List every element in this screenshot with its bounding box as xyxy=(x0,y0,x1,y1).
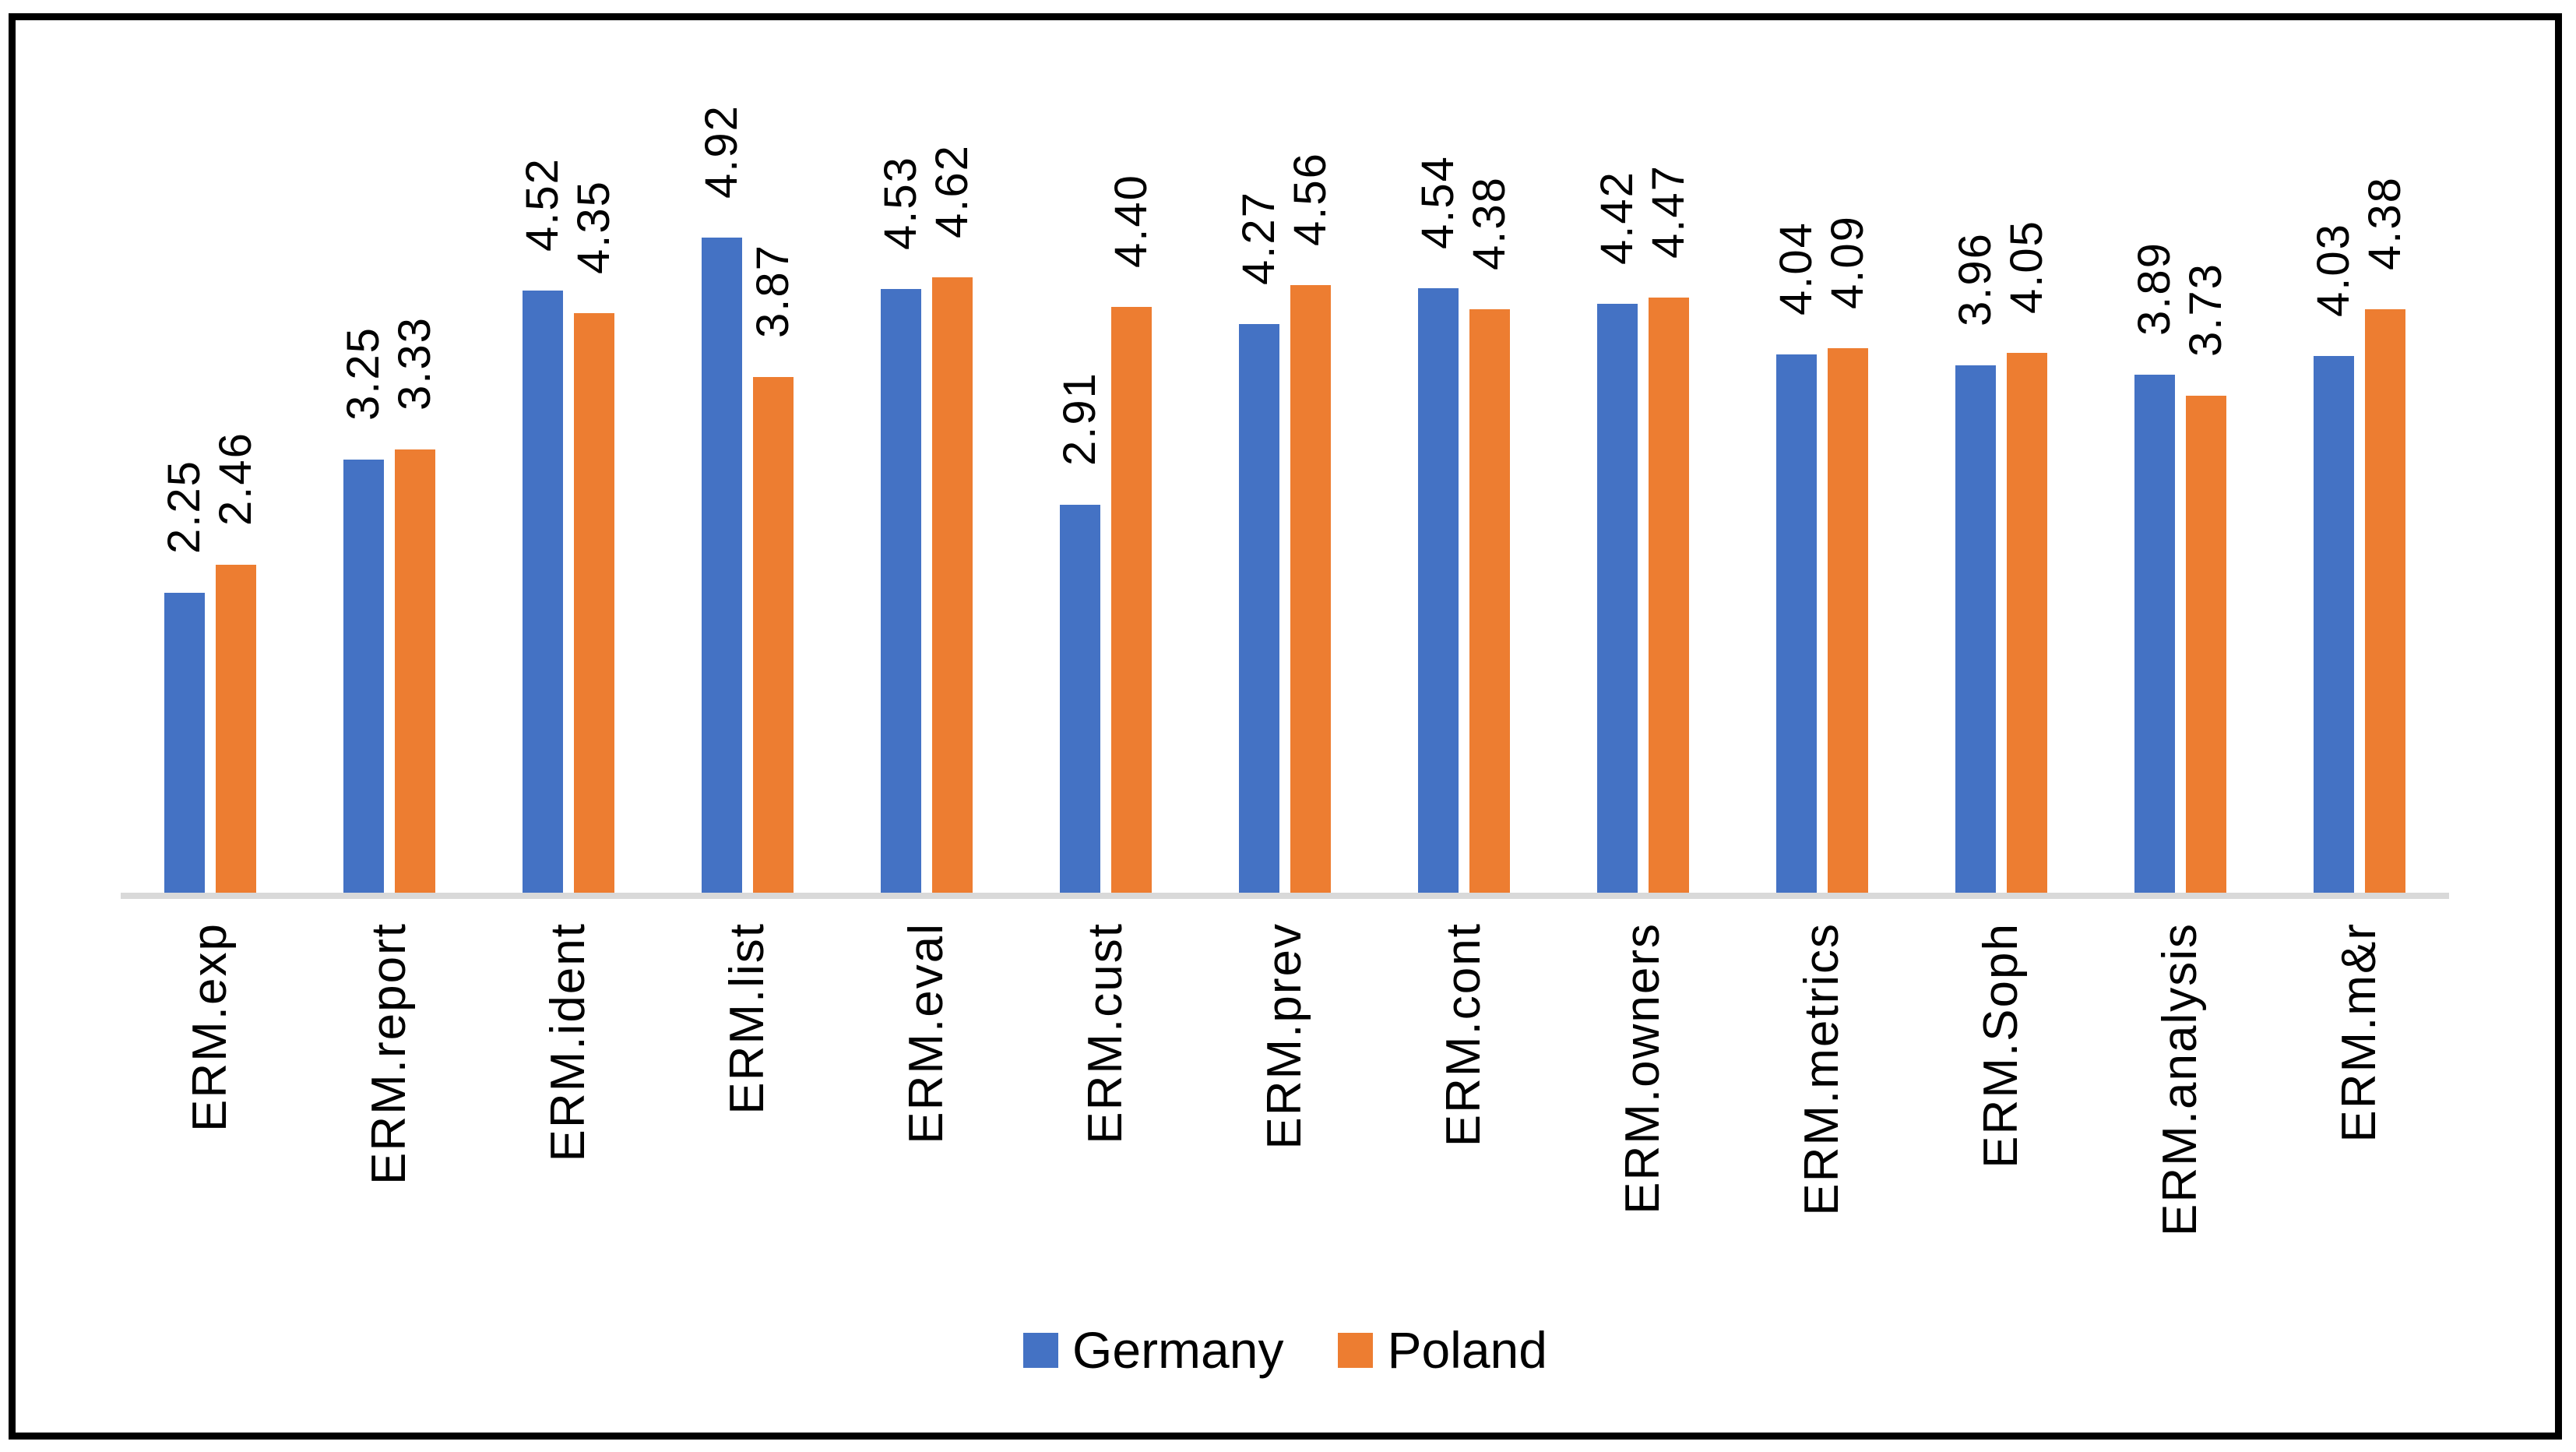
x-axis-category-label-ERM.m&r: ERM.m&r xyxy=(2332,922,2386,1143)
bar-value-label-germany-ERM.cust: 2.91 xyxy=(1054,372,1105,466)
bar-germany-ERM.m&r xyxy=(2314,356,2354,893)
bar-poland-ERM.list xyxy=(753,377,794,893)
bar-value-label-poland-ERM.list: 3.87 xyxy=(748,244,798,338)
legend-label-poland: Poland xyxy=(1387,1321,1547,1379)
bar-germany-ERM.list xyxy=(702,238,742,893)
bar-germany-ERM.cust xyxy=(1060,505,1100,893)
x-axis-category-label-ERM.owners: ERM.owners xyxy=(1616,922,1670,1214)
legend-item-germany: Germany xyxy=(1023,1320,1283,1380)
bar-value-label-poland-ERM.report: 3.33 xyxy=(389,316,440,411)
bar-value-label-poland-ERM.ident: 4.35 xyxy=(568,180,619,274)
bar-value-label-poland-ERM.m&r: 4.38 xyxy=(2360,176,2410,270)
bar-germany-ERM.eval xyxy=(881,289,921,893)
bar-value-label-poland-ERM.Soph: 4.05 xyxy=(2001,220,2052,314)
bar-value-label-germany-ERM.analysis: 3.89 xyxy=(2129,241,2180,336)
bar-value-label-germany-ERM.list: 4.92 xyxy=(696,104,747,199)
x-axis-category-label-ERM.exp: ERM.exp xyxy=(183,922,237,1132)
bar-value-label-germany-ERM.m&r: 4.03 xyxy=(2308,223,2359,317)
x-axis-category-label-ERM.analysis: ERM.analysis xyxy=(2153,922,2207,1236)
bar-value-label-germany-ERM.eval: 4.53 xyxy=(875,156,926,250)
bar-poland-ERM.cont xyxy=(1469,309,1510,893)
x-axis-category-label-ERM.ident: ERM.ident xyxy=(541,922,595,1162)
legend-swatch-poland xyxy=(1338,1332,1374,1368)
x-axis-category-label-ERM.eval: ERM.eval xyxy=(899,922,953,1144)
bar-poland-ERM.prev xyxy=(1290,285,1331,893)
bar-value-label-germany-ERM.report: 3.25 xyxy=(338,326,389,421)
bar-value-label-germany-ERM.prev: 4.27 xyxy=(1233,191,1284,285)
bar-value-label-poland-ERM.metrics: 4.09 xyxy=(1822,215,1873,309)
chart-frame: Germany Poland 2.25 3.25 4.52 4.92 4.53 2.91 4… xyxy=(9,13,2562,1440)
bar-germany-ERM.owners xyxy=(1597,304,1638,893)
bar-poland-ERM.owners xyxy=(1649,298,1689,893)
bar-germany-ERM.exp xyxy=(164,593,205,893)
bar-germany-ERM.Soph xyxy=(1955,365,1996,893)
legend-item-poland: Poland xyxy=(1338,1320,1547,1380)
bar-germany-ERM.metrics xyxy=(1776,354,1817,893)
bar-value-label-germany-ERM.metrics: 4.04 xyxy=(1771,221,1821,315)
bar-value-label-poland-ERM.prev: 4.56 xyxy=(1285,152,1336,246)
bar-poland-ERM.metrics xyxy=(1828,348,1868,893)
x-axis-category-label-ERM.prev: ERM.prev xyxy=(1258,922,1311,1150)
bar-germany-ERM.cont xyxy=(1418,288,1459,893)
bar-poland-ERM.m&r xyxy=(2365,309,2405,893)
bar-poland-ERM.ident xyxy=(574,313,614,893)
bar-poland-ERM.exp xyxy=(216,565,256,893)
bar-germany-ERM.prev xyxy=(1239,324,1279,893)
x-axis-category-label-ERM.metrics: ERM.metrics xyxy=(1795,922,1849,1216)
x-axis-category-label-ERM.Soph: ERM.Soph xyxy=(1974,922,2028,1168)
x-axis-category-label-ERM.cust: ERM.cust xyxy=(1079,922,1132,1144)
bar-value-label-germany-ERM.owners: 4.42 xyxy=(1592,171,1642,265)
bar-value-label-poland-ERM.cont: 4.38 xyxy=(1464,176,1515,270)
legend: Germany Poland xyxy=(16,1320,2555,1380)
bar-value-label-germany-ERM.cont: 4.54 xyxy=(1413,155,1463,249)
bar-poland-ERM.report xyxy=(395,449,435,893)
bar-germany-ERM.analysis xyxy=(2134,375,2175,893)
bar-value-label-poland-ERM.eval: 4.62 xyxy=(927,144,977,238)
bar-value-label-germany-ERM.Soph: 3.96 xyxy=(1950,232,2001,326)
plot-area: Germany Poland 2.25 3.25 4.52 4.92 4.53 2.91 4… xyxy=(16,20,2555,1433)
bar-germany-ERM.report xyxy=(343,460,384,893)
x-axis-line xyxy=(121,893,2449,899)
bar-poland-ERM.eval xyxy=(932,277,973,893)
x-axis-category-label-ERM.cont: ERM.cont xyxy=(1437,922,1490,1147)
x-axis-category-label-ERM.report: ERM.report xyxy=(362,922,416,1185)
bar-value-label-poland-ERM.analysis: 3.73 xyxy=(2180,263,2231,357)
bar-poland-ERM.analysis xyxy=(2186,396,2226,893)
bar-value-label-poland-ERM.exp: 2.46 xyxy=(210,432,261,526)
x-axis-category-label-ERM.list: ERM.list xyxy=(720,922,774,1115)
bar-poland-ERM.cust xyxy=(1111,307,1152,893)
bar-germany-ERM.ident xyxy=(523,291,563,893)
legend-swatch-germany xyxy=(1023,1332,1059,1368)
legend-label-germany: Germany xyxy=(1072,1321,1284,1379)
bar-poland-ERM.Soph xyxy=(2007,353,2047,893)
bar-value-label-poland-ERM.cust: 4.40 xyxy=(1106,174,1156,268)
bar-value-label-germany-ERM.exp: 2.25 xyxy=(159,460,209,554)
bar-value-label-poland-ERM.owners: 4.47 xyxy=(1643,164,1694,259)
bar-value-label-germany-ERM.ident: 4.52 xyxy=(517,157,568,252)
